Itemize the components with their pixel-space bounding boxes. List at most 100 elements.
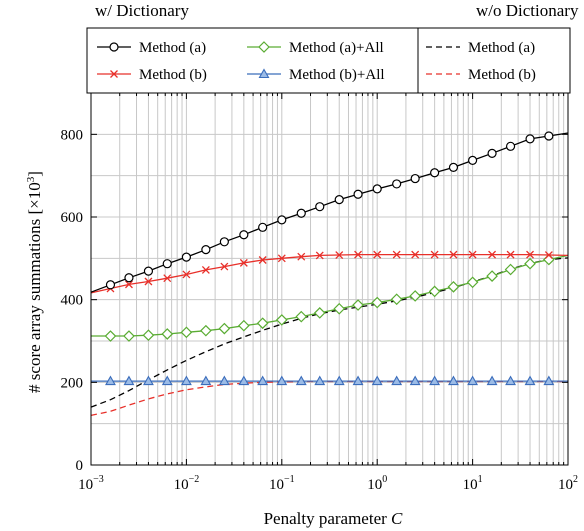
data-point-x (335, 251, 344, 259)
legend: w/ Dictionary w/o Dictionary Method (a) M… (86, 1, 579, 94)
data-point-circle (277, 215, 287, 225)
x-tick-label: 10−3 (78, 474, 104, 493)
data-point-diamond (123, 330, 135, 342)
y-axis-label-times: ×10 (25, 182, 44, 209)
legend-label: Method (a) (468, 40, 535, 56)
legend-entry-w-o-dictionary-method-a: Method (a) (426, 40, 535, 56)
x-tick-label-base: 10 (367, 477, 382, 493)
x-tick-label-exp: 2 (573, 474, 578, 485)
legend-title-without-dictionary: w/o Dictionary (476, 1, 579, 20)
y-axis-label-suffix: ] (25, 171, 44, 177)
series-w-dictionary-method-a-all (91, 253, 569, 342)
x-tick-label: 10−1 (269, 474, 295, 493)
data-point-circle (258, 222, 268, 232)
data-point-diamond (104, 330, 117, 342)
data-point-diamond (371, 296, 384, 309)
data-point-triangle (161, 375, 173, 386)
data-point-circle (105, 280, 116, 290)
data-point-circle (201, 245, 211, 255)
data-point-x (277, 254, 286, 263)
x-axis-label-main: Penalty parameter (264, 509, 391, 528)
data-point-circle (124, 273, 134, 283)
data-point-triangle (218, 375, 230, 386)
data-point-circle (181, 252, 191, 262)
data-point-diamond (258, 41, 270, 53)
data-point-circle (143, 266, 154, 276)
data-point-diamond (200, 324, 212, 337)
data-point-triangle (295, 375, 307, 386)
data-point-triangle (486, 375, 498, 386)
data-point-x (163, 274, 172, 283)
x-tick-label-exp: 1 (478, 474, 483, 485)
data-point-circle (162, 259, 172, 269)
data-point-circle (219, 237, 229, 247)
data-point-x (182, 270, 191, 279)
x-tick-label: 10−2 (174, 474, 200, 493)
data-point-triangle (391, 375, 403, 386)
data-point-diamond (524, 257, 536, 270)
x-tick-label: 101 (463, 474, 483, 493)
data-point-diamond (543, 253, 555, 266)
data-point-circle (372, 184, 382, 194)
data-point-x (488, 250, 497, 259)
legend-box-without-dictionary (417, 27, 571, 94)
x-tick-label: 100 (367, 474, 387, 493)
series-line (91, 254, 569, 337)
series-w-dictionary-method-b-all (91, 375, 568, 386)
y-tick-label: 600 (61, 210, 84, 226)
data-point-circle (430, 168, 440, 178)
series-w-o-dictionary-method-b (90, 380, 568, 417)
data-point-triangle (180, 375, 192, 386)
data-point-circle (392, 179, 402, 189)
legend-entry-w-dictionary-method-b: Method (b) (97, 67, 207, 83)
data-point-diamond (390, 293, 403, 306)
x-tick-label-base: 10 (269, 477, 284, 493)
data-point-circle (239, 230, 249, 240)
data-point-circle (296, 208, 306, 218)
data-point-circle (410, 173, 420, 184)
x-tick-label-exp: 0 (382, 474, 387, 485)
data-point-x (125, 280, 133, 289)
x-axis-label: Penalty parameter C (264, 509, 403, 528)
data-point-triangle (467, 375, 479, 386)
data-point-circle (109, 42, 119, 52)
x-tick-label-exp: −1 (284, 474, 295, 485)
data-point-circle (448, 162, 459, 172)
data-point-x (411, 250, 420, 259)
y-tick-label: 200 (61, 375, 84, 391)
legend-title-with-dictionary: w/ Dictionary (95, 1, 189, 20)
data-point-x (220, 262, 229, 271)
series-w-dictionary-method-b (90, 250, 569, 294)
y-axis-label-prefix: # score array summations [ (25, 208, 44, 392)
data-point-circle (544, 131, 554, 141)
legend-label: Method (b)+All (289, 67, 385, 83)
data-point-x (392, 250, 401, 259)
data-point-diamond (352, 299, 364, 311)
data-point-diamond (466, 276, 479, 289)
data-point-x (506, 250, 515, 259)
data-point-x (354, 250, 363, 259)
series-line (90, 132, 569, 293)
legend-label: Method (b) (468, 67, 536, 83)
legend-entry-w-dictionary-method-b-all: Method (b)+All (247, 67, 385, 83)
legend-label: Method (b) (139, 67, 207, 83)
x-tick-label-exp: −3 (93, 474, 104, 485)
data-point-diamond (142, 329, 155, 342)
legend-label: Method (a) (139, 40, 206, 56)
x-tick-label-base: 10 (463, 477, 478, 493)
data-point-triangle (105, 375, 116, 386)
y-tick-label: 0 (76, 458, 84, 474)
series-w-dictionary-method-a (90, 131, 569, 293)
data-point-diamond (295, 310, 308, 323)
data-point-diamond (504, 263, 517, 276)
data-point-diamond (447, 281, 460, 293)
data-point-x (297, 252, 306, 261)
data-point-diamond (333, 302, 346, 315)
x-tick-label: 102 (558, 474, 578, 493)
data-point-diamond (161, 328, 174, 340)
data-point-circle (334, 195, 344, 205)
data-point-circle (525, 134, 535, 144)
y-axis-label-exp: 3 (25, 176, 37, 182)
data-point-x (468, 250, 477, 259)
data-point-diamond (180, 326, 193, 339)
